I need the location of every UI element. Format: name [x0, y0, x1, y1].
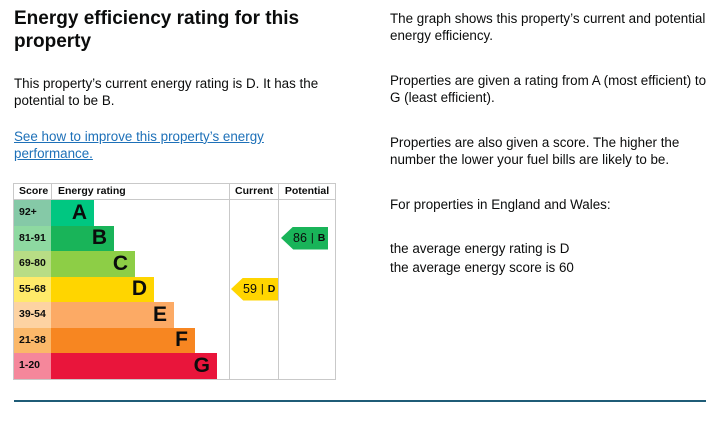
- current-cell-g: [229, 353, 278, 379]
- current-cell-b: [229, 225, 278, 251]
- improve-performance-link[interactable]: See how to improve this property’s energ…: [14, 128, 264, 162]
- potential-letter: B: [317, 232, 326, 244]
- band-bar-c: C: [51, 251, 135, 277]
- current-score: 59: [243, 282, 257, 296]
- chart-header-row: Score Energy rating Current Potential: [14, 184, 335, 200]
- rating-summary-section: Energy efficiency rating for this proper…: [14, 8, 332, 163]
- graph-explanation-section: The graph shows this property’s current …: [390, 10, 716, 277]
- marker-separator: |: [310, 232, 314, 244]
- score-range-g: 1-20: [14, 353, 51, 379]
- band-row-d: 55-68 D 59 | D: [14, 276, 335, 302]
- band-bar-g: G: [51, 353, 217, 379]
- energy-rating-chart: Score Energy rating Current Potential 92…: [13, 183, 336, 380]
- current-cell-c: [229, 251, 278, 277]
- band-row-g: 1-20 G: [14, 353, 335, 379]
- score-range-a: 92+: [14, 200, 51, 226]
- band-bar-f: F: [51, 327, 195, 353]
- score-range-b: 81-91: [14, 225, 51, 251]
- band-row-a: 92+ A: [14, 200, 335, 226]
- potential-score: 86: [293, 231, 307, 245]
- average-score-line: the average energy score is 60: [390, 259, 574, 275]
- band-row-f: 21-38 F: [14, 327, 335, 353]
- band-bar-e: E: [51, 302, 174, 328]
- score-range-c: 69-80: [14, 251, 51, 277]
- potential-cell-a: [278, 200, 335, 226]
- england-wales-paragraph: For properties in England and Wales:: [390, 196, 611, 212]
- current-cell-a: [229, 200, 278, 226]
- average-rating-line: the average energy rating is D: [390, 240, 570, 256]
- rating-scale-paragraph: Properties are given a rating from A (mo…: [390, 72, 707, 106]
- page-title: Energy efficiency rating for this proper…: [14, 8, 300, 52]
- current-cell-e: [229, 302, 278, 328]
- potential-rating-marker: 86 | B: [281, 226, 328, 250]
- band-bar-b: B: [51, 225, 114, 251]
- potential-cell-e: [278, 302, 335, 328]
- band-row-b: 81-91 B 86 | B: [14, 225, 335, 251]
- current-rating-text: This property’s current energy rating is…: [14, 75, 319, 108]
- national-averages: the average energy rating is D the avera…: [390, 240, 716, 278]
- header-score: Score: [19, 185, 49, 197]
- marker-separator: |: [260, 283, 264, 295]
- score-range-e: 39-54: [14, 302, 51, 328]
- band-row-c: 69-80 C: [14, 251, 335, 277]
- band-bar-a: A: [51, 200, 94, 226]
- current-cell-d: 59 | D: [229, 276, 278, 302]
- potential-cell-f: [278, 327, 335, 353]
- score-explanation-paragraph: Properties are also given a score. The h…: [390, 134, 680, 168]
- header-potential: Potential: [278, 184, 335, 199]
- section-divider: [14, 400, 706, 402]
- potential-cell-c: [278, 251, 335, 277]
- potential-cell-g: [278, 353, 335, 379]
- current-rating-marker: 59 | D: [231, 277, 278, 301]
- potential-cell-b: 86 | B: [278, 225, 335, 251]
- header-energy-rating: Energy rating: [51, 184, 229, 199]
- band-bar-d: D: [51, 276, 154, 302]
- score-range-d: 55-68: [14, 276, 51, 302]
- score-range-f: 21-38: [14, 327, 51, 353]
- explanation-paragraph: The graph shows this property’s current …: [390, 11, 706, 44]
- band-row-e: 39-54 E: [14, 302, 335, 328]
- current-letter: D: [267, 283, 276, 295]
- current-cell-f: [229, 327, 278, 353]
- potential-cell-d: [278, 276, 335, 302]
- header-current: Current: [229, 184, 278, 199]
